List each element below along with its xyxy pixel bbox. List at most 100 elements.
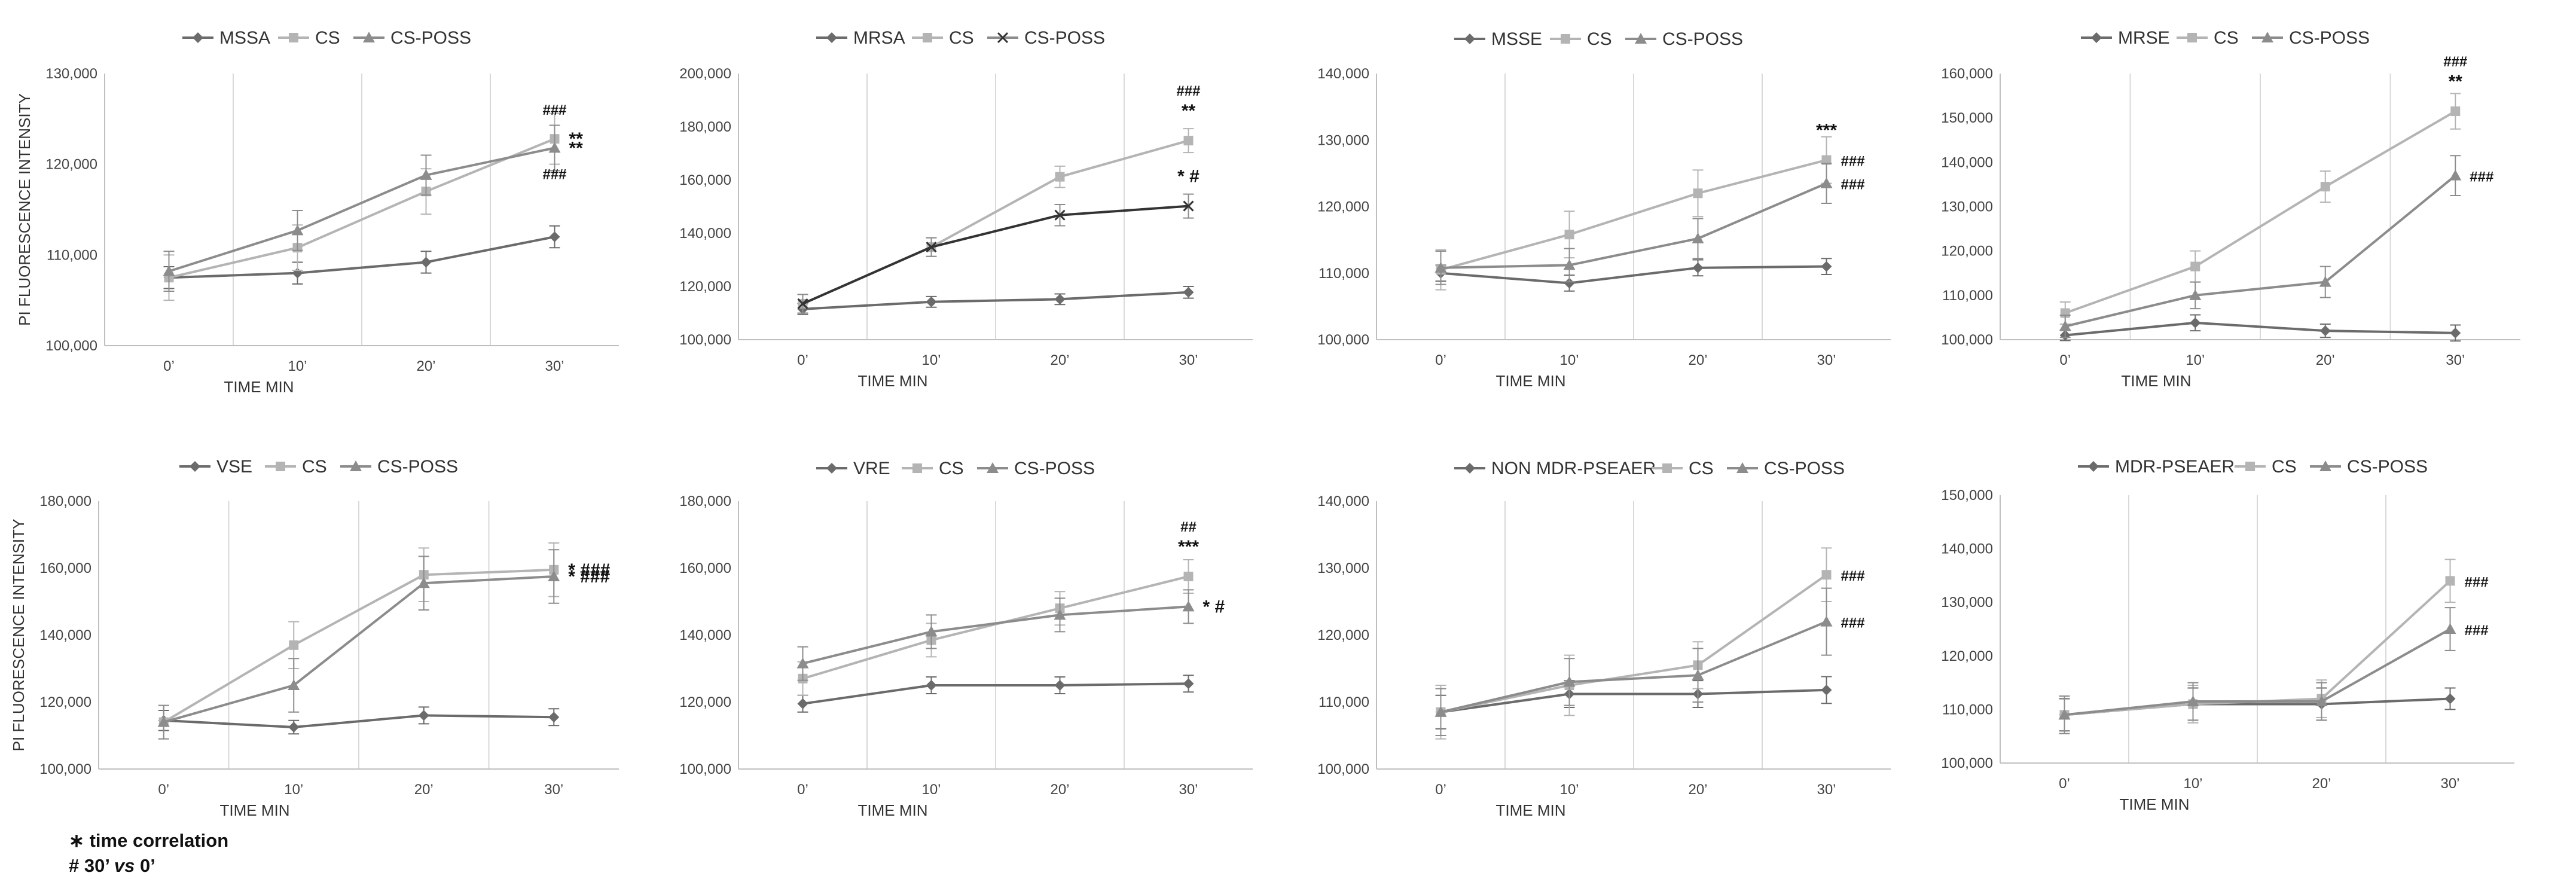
footnote-star-line: ∗ time correlation <box>69 828 228 853</box>
x-tick-label: 20’ <box>2312 776 2331 792</box>
legend-key-marker <box>1635 33 1647 44</box>
data-point <box>1434 706 1447 717</box>
chart-panel-2: 100,000 120,000 140,000 160,000 180,000 200,0… <box>679 28 1253 390</box>
series-line-mrsa <box>802 291 1189 310</box>
significance-label: ### <box>542 102 566 118</box>
series-line-cs-poss <box>2065 175 2456 328</box>
x-tick-label: 0’ <box>158 782 169 798</box>
x-tick-label: 0’ <box>797 782 808 798</box>
data-point <box>796 657 809 669</box>
data-point <box>1692 262 1704 273</box>
footnote: ∗ time correlation # 30’ vs 0’ <box>69 828 228 878</box>
significance-label: *** <box>1178 537 1199 557</box>
data-point <box>1821 570 1832 580</box>
y-tick-label: 120,000 <box>45 157 97 173</box>
data-point <box>1564 277 1575 289</box>
data-point <box>288 679 300 690</box>
data-point <box>2189 289 2202 300</box>
legend-key-marker <box>2245 462 2255 471</box>
y-axis-title: PI FLUORESCENCE INTENSITY <box>10 519 28 752</box>
legend-key-marker <box>1736 462 1748 473</box>
significance-label: * ### <box>568 567 610 587</box>
y-tick-label: 160,000 <box>679 560 731 576</box>
legend-label: CS-POSS <box>1764 459 1845 478</box>
data-point <box>2190 317 2201 328</box>
legend-key-marker <box>1464 33 1475 44</box>
x-tick-label: 0’ <box>163 358 175 374</box>
y-axis-title: PI FLUORESCENCE INTENSITY <box>16 93 33 326</box>
data-point <box>1821 684 1832 695</box>
significance-label: ## <box>1180 519 1197 535</box>
series-line-cs <box>1440 158 1827 271</box>
y-tick-label: 120,000 <box>679 694 731 710</box>
x-tick-label: 20’ <box>1688 782 1707 798</box>
data-point <box>926 242 937 253</box>
data-point <box>418 710 429 721</box>
legend-label: MSSA <box>219 28 270 48</box>
y-tick-label: 160,000 <box>1941 66 1993 82</box>
data-point <box>1054 209 1066 221</box>
x-tick-label: 10’ <box>921 352 941 368</box>
legend-label: MRSA <box>853 28 905 48</box>
legend-label: VSE <box>216 457 252 477</box>
series-line-vre <box>802 682 1189 705</box>
x-tick-label: 0’ <box>1435 782 1446 798</box>
legend-label: MSSE <box>1491 29 1542 49</box>
series-line-cs-poss <box>802 205 1189 305</box>
y-tick-label: 180,000 <box>679 493 731 509</box>
y-tick-label: 120,000 <box>1941 648 1993 664</box>
legend-key-marker <box>1561 34 1570 44</box>
y-tick-label: 100,000 <box>679 761 731 777</box>
legend-key-marker <box>1464 463 1475 474</box>
legend-key-marker <box>2261 32 2273 42</box>
legend-key-marker <box>276 462 285 471</box>
data-point <box>288 722 300 733</box>
y-tick-label: 120,000 <box>1317 199 1369 215</box>
y-tick-label: 140,000 <box>1317 66 1369 82</box>
y-tick-label: 130,000 <box>1317 132 1369 148</box>
data-point <box>2058 709 2071 720</box>
data-point <box>1693 188 1703 199</box>
data-point <box>797 298 808 309</box>
y-tick-label: 120,000 <box>39 694 91 710</box>
y-tick-label: 140,000 <box>39 627 91 643</box>
y-tick-label: 110,000 <box>1942 701 1993 718</box>
hash-suffix: 0’ <box>140 855 155 876</box>
significance-label: ### <box>2443 54 2467 70</box>
data-point <box>2445 576 2455 586</box>
data-point <box>2190 261 2200 271</box>
y-tick-label: 200,000 <box>679 66 731 82</box>
significance-label: * ### <box>568 560 610 580</box>
y-tick-label: 100,000 <box>45 338 97 354</box>
data-point <box>1692 232 1704 243</box>
data-point <box>1820 177 1833 188</box>
data-point <box>925 626 938 637</box>
x-tick-label: 30’ <box>2446 352 2465 368</box>
series-line-vse <box>163 714 554 729</box>
significance-label: ### <box>1841 154 1865 170</box>
x-tick-label: 10’ <box>1559 352 1579 368</box>
series-line-mssa <box>169 236 555 279</box>
legend-key-marker <box>2187 33 2197 42</box>
chart-panel-3: 100,000 110,000 120,000 130,000 140,000 0’ 10’… <box>1317 29 1891 390</box>
x-tick-label: 30’ <box>544 782 563 798</box>
series-line-cs-poss <box>1440 620 1827 713</box>
y-tick-label: 140,000 <box>679 627 731 643</box>
data-point <box>1183 286 1194 298</box>
data-point <box>549 231 560 242</box>
y-tick-label: 110,000 <box>47 247 97 263</box>
series-line-cs <box>2065 110 2456 315</box>
x-axis-title: TIME MIN <box>1496 372 1566 390</box>
x-tick-label: 20’ <box>2316 352 2335 368</box>
data-point <box>797 698 808 709</box>
significance-label: * # <box>1177 167 1200 187</box>
significance-label: ** <box>569 129 584 149</box>
data-point <box>1182 600 1195 612</box>
legend-label: NON MDR-PSEAER <box>1491 459 1656 478</box>
data-point <box>1563 259 1576 270</box>
y-tick-label: 120,000 <box>1317 627 1369 643</box>
series-line-cs-poss <box>168 147 555 273</box>
data-point <box>926 680 937 691</box>
chart-panel-5: 100,000 120,000 140,000 160,000 180,000 0’ 10’… <box>10 457 619 819</box>
x-axis-title: TIME MIN <box>1496 801 1566 819</box>
